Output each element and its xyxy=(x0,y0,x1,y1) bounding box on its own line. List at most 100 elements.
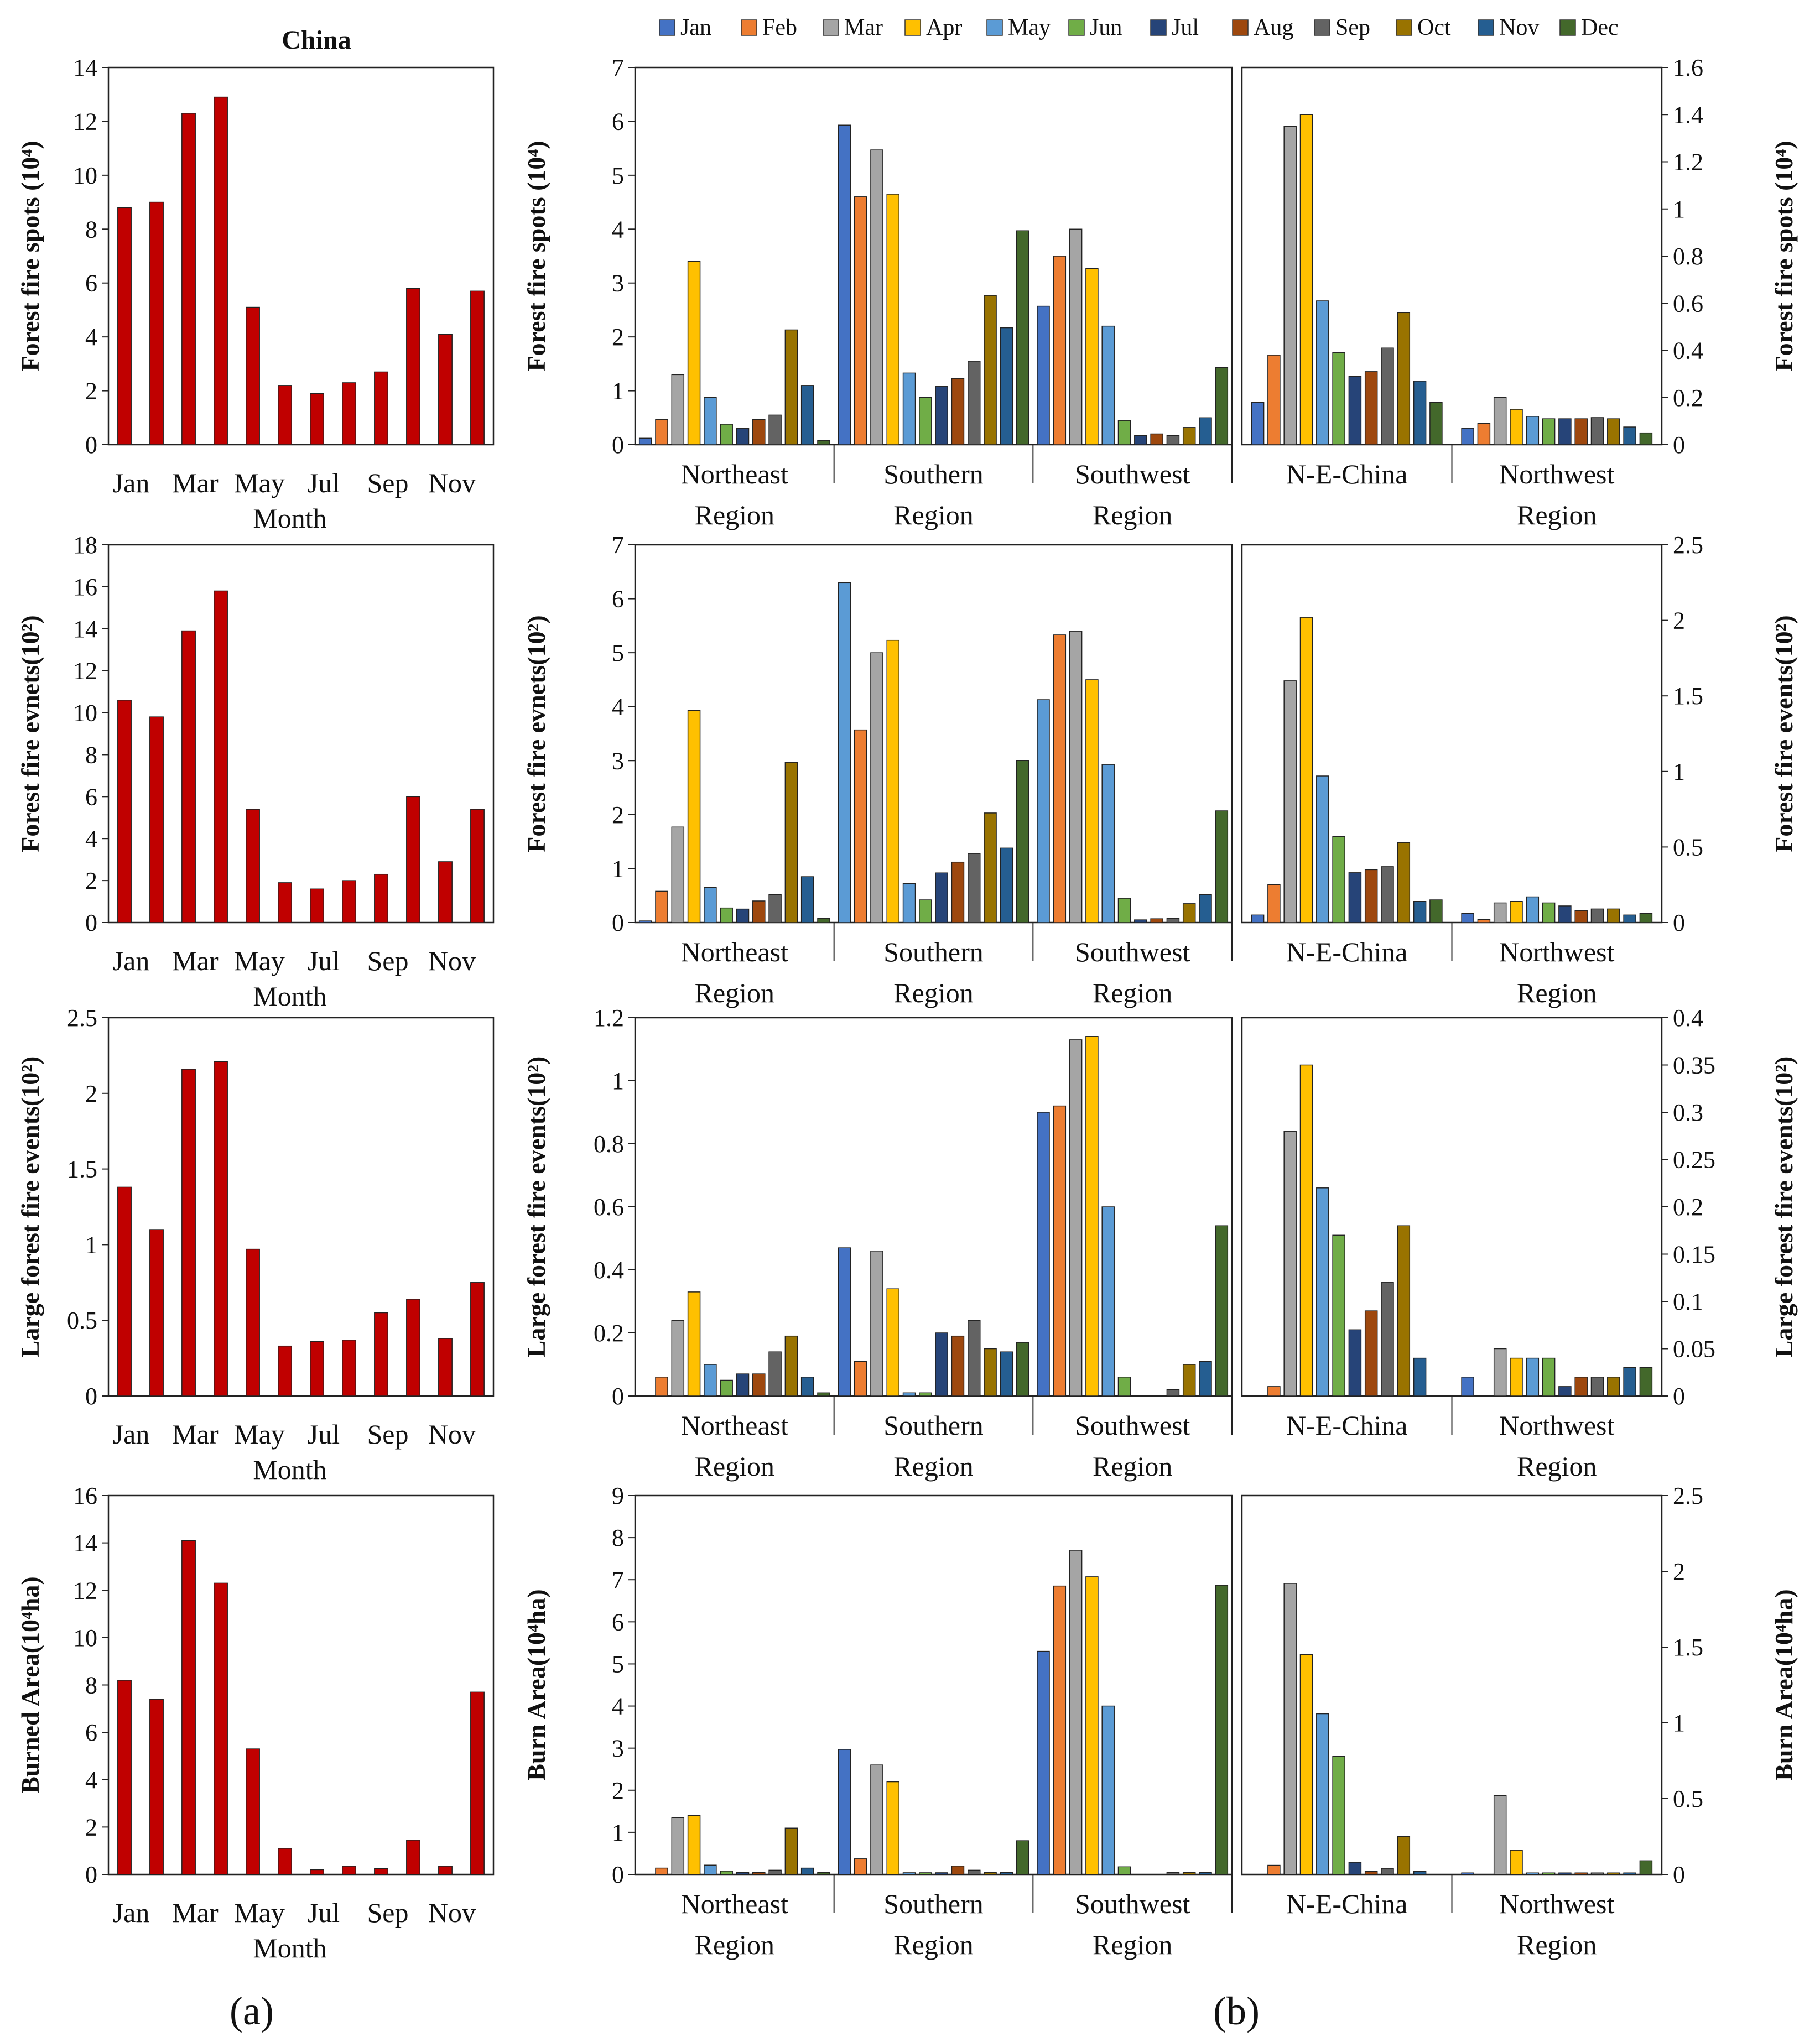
regions-spots-bar xyxy=(655,419,668,445)
china-large-bar-apr xyxy=(214,1061,228,1397)
china-events-bar-dec xyxy=(470,809,485,923)
regions-burned-bar xyxy=(704,1864,717,1875)
regions-events-frame-left xyxy=(634,544,1233,924)
regions-spots-bar xyxy=(752,419,766,445)
legend-label-sep: Sep xyxy=(1335,15,1370,40)
china-spots-bar-oct xyxy=(406,288,420,445)
regions-events-bar xyxy=(1413,901,1427,923)
regions-events-ylabel-right: Forest fire events(10²) xyxy=(1770,615,1798,852)
regions-large-bar xyxy=(1590,1377,1604,1397)
chart-china-burned: 0 2 4 6 8 10 12 14 16 Jan Mar May Jul Sep Nov Month Burn… xyxy=(16,1482,495,1963)
china-events-bar-mar xyxy=(181,630,196,923)
china-events-xtick-label: Mar xyxy=(172,945,219,976)
legend-swatch-jul xyxy=(1150,19,1167,36)
regions-spots-bar xyxy=(984,295,997,445)
regions-burned-bar xyxy=(870,1764,883,1875)
regions-events-bar xyxy=(1542,902,1556,923)
regions-events-group-label: Northeast xyxy=(681,936,788,967)
regions-burned-bar xyxy=(671,1817,685,1875)
regions-spots-bar xyxy=(1085,268,1099,445)
china-spots-ytick-label: 12 xyxy=(73,108,97,135)
china-burned-xtick-label: May xyxy=(234,1897,285,1928)
regions-large-bar xyxy=(935,1332,948,1397)
regions-large-left-ytick-label: 0 xyxy=(612,1383,624,1410)
regions-large-bar xyxy=(1558,1386,1572,1397)
regions-spots-right-ytick-label: 0 xyxy=(1673,431,1685,459)
china-spots-ytick-label: 6 xyxy=(85,270,97,297)
china-events-ytick-label: 2 xyxy=(85,867,97,894)
regions-spots-bar xyxy=(1150,433,1163,445)
china-spots-bar-feb xyxy=(149,201,164,445)
regions-spots-bar xyxy=(1607,418,1620,445)
regions-spots-bar xyxy=(870,149,883,445)
regions-burned-group-label: Region xyxy=(1093,1929,1172,1960)
china-burned-ytick-label: 2 xyxy=(85,1814,97,1841)
regions-burned-bar xyxy=(1085,1576,1099,1875)
regions-spots-bar xyxy=(800,385,814,445)
regions-events-bar xyxy=(1493,902,1507,923)
china-burned-xtick-label: Jan xyxy=(113,1897,150,1928)
regions-large-bar xyxy=(951,1335,965,1397)
regions-spots-bar xyxy=(1299,114,1313,445)
regions-spots-right-ytick-label: 0.6 xyxy=(1673,290,1703,317)
regions-events-bar xyxy=(1397,842,1411,923)
china-events-ytick-label: 4 xyxy=(85,825,97,852)
regions-spots-bar xyxy=(1477,423,1491,445)
regions-events-bar xyxy=(768,894,782,923)
regions-large-bar xyxy=(838,1247,851,1397)
regions-large-bar xyxy=(968,1320,981,1397)
regions-burned-group-label: Northeast xyxy=(681,1888,788,1919)
regions-events-bar xyxy=(1526,896,1540,923)
china-spots-ytick-label: 10 xyxy=(73,162,97,189)
china-events-ytick-label: 16 xyxy=(73,574,97,601)
regions-large-bar xyxy=(784,1335,798,1397)
regions-events-bar xyxy=(1053,634,1067,923)
regions-events-bar xyxy=(817,918,830,923)
regions-large-bar xyxy=(1510,1357,1523,1397)
regions-burned-bar xyxy=(1037,1650,1050,1875)
china-large-frame xyxy=(107,1017,495,1397)
regions-events-group-label: Southern xyxy=(883,936,984,967)
legend-label-dec: Dec xyxy=(1581,15,1619,40)
chart-china-large: 0 0.5 1 1.5 2 2.5 Jan Mar May Jul Sep Nov Month Large… xyxy=(16,1004,495,1485)
china-burned-bar-mar xyxy=(181,1540,196,1875)
regions-spots-bar xyxy=(1267,355,1281,445)
regions-spots-bar xyxy=(886,194,899,445)
regions-spots-bar xyxy=(1101,325,1115,445)
regions-burned-bar xyxy=(1215,1585,1229,1875)
regions-spots-bar xyxy=(1037,305,1050,445)
regions-spots-bar xyxy=(1526,416,1540,445)
regions-large-bar xyxy=(1069,1039,1083,1397)
regions-spots-left-ytick-label: 2 xyxy=(612,324,624,351)
china-burned-bar-may xyxy=(246,1748,260,1875)
china-spots-ytick-label: 4 xyxy=(85,324,97,351)
china-burned-ytick-label: 10 xyxy=(73,1624,97,1652)
regions-large-left-ytick-label: 1 xyxy=(612,1067,624,1095)
regions-spots-bar xyxy=(838,124,851,445)
regions-events-bar xyxy=(870,652,883,923)
legend-swatch-dec xyxy=(1559,19,1576,36)
china-burned-ytick-label: 0 xyxy=(85,1861,97,1888)
regions-burned-frame-left xyxy=(634,1494,1233,1876)
china-events-xtick-label: Sep xyxy=(367,945,409,976)
china-spots-ylabel: Forest fire spots (10⁴) xyxy=(16,140,44,371)
regions-large-bar xyxy=(752,1373,766,1397)
chart-regions-spots: 0 1 2 3 4 5 6 7 Northeast Region Southern Region Sou… xyxy=(522,54,1798,530)
regions-events-bar xyxy=(1267,884,1281,923)
regions-burned-left-ytick-label: 1 xyxy=(612,1819,624,1846)
legend-swatch-aug xyxy=(1232,19,1249,36)
regions-burned-ylabel-left: Burn Area(10⁴ha) xyxy=(522,1589,550,1780)
panel-label-b: (b) xyxy=(1213,1989,1260,2033)
regions-events-bar xyxy=(1607,908,1620,923)
regions-spots-bar xyxy=(1493,397,1507,445)
legend-label-may: May xyxy=(1008,15,1051,40)
legend-swatch-feb xyxy=(741,19,757,36)
regions-burned-bar xyxy=(935,1872,948,1875)
china-large-xtick-label: Jul xyxy=(308,1419,340,1450)
regions-large-left-ytick-label: 0.2 xyxy=(594,1320,624,1347)
regions-events-left-ytick-label: 4 xyxy=(612,694,624,721)
regions-spots-bar xyxy=(1316,300,1329,445)
china-spots-xtick-label: Nov xyxy=(428,467,476,498)
regions-events-bar xyxy=(1000,847,1013,923)
